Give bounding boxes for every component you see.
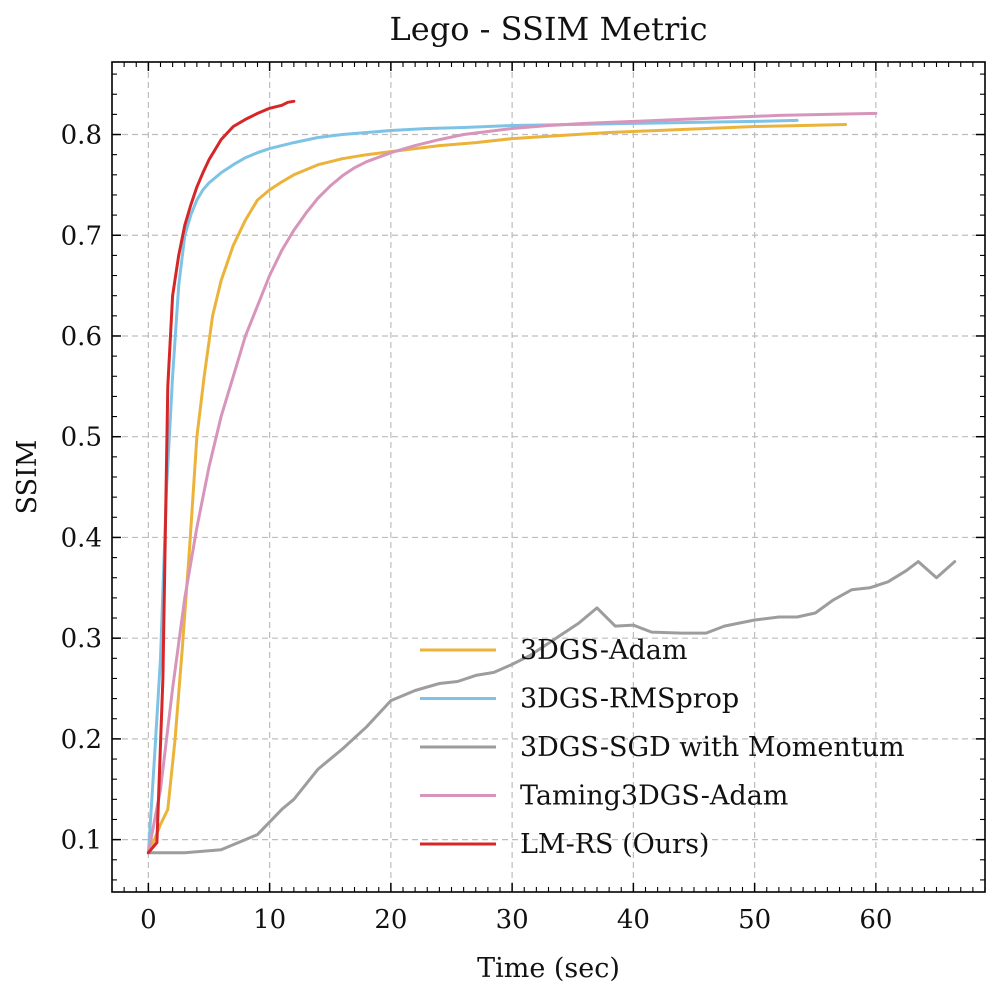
y-tick-label: 0.6 bbox=[61, 322, 102, 352]
x-tick-label: 10 bbox=[253, 905, 286, 935]
x-tick-label: 50 bbox=[738, 905, 771, 935]
y-tick-label: 0.8 bbox=[61, 121, 102, 151]
legend-label: LM-RS (Ours) bbox=[520, 829, 709, 860]
legend-label: 3DGS-RMSprop bbox=[520, 684, 739, 715]
series-line-3dgs-rmsprop bbox=[146, 118, 799, 855]
y-tick-label: 0.4 bbox=[61, 523, 102, 553]
axis-ticks bbox=[111, 62, 986, 892]
grid-lines bbox=[112, 62, 985, 892]
series-line-lm-rs-ours bbox=[146, 99, 296, 855]
x-tick-label: 30 bbox=[496, 905, 529, 935]
x-tick-label: 40 bbox=[617, 905, 650, 935]
x-tick-label: 20 bbox=[374, 905, 407, 935]
plot-frame bbox=[111, 61, 986, 893]
y-tick-label: 0.1 bbox=[61, 826, 102, 856]
y-tick-label: 0.3 bbox=[61, 624, 102, 654]
series-lines bbox=[146, 99, 957, 855]
series-line-taming3dgs-adam bbox=[146, 111, 878, 855]
y-tick-label: 0.2 bbox=[61, 725, 102, 755]
legend-label: Taming3DGS-Adam bbox=[520, 781, 788, 812]
y-tick-label: 0.7 bbox=[61, 221, 102, 251]
x-tick-label: 0 bbox=[140, 905, 157, 935]
legend-label: 3DGS-Adam bbox=[520, 635, 687, 666]
chart-title: Lego - SSIM Metric bbox=[390, 10, 708, 48]
y-axis-label: SSIM bbox=[12, 440, 43, 515]
x-tick-labels: 0 10 20 30 40 50 60 bbox=[140, 905, 892, 935]
series-line-3dgs-sgd-with-momentum bbox=[146, 560, 957, 855]
legend: 3DGS-Adam 3DGS-RMSprop 3DGS-SGD with Momen… bbox=[420, 635, 905, 860]
x-tick-label: 60 bbox=[859, 905, 892, 935]
y-tick-labels: 0.1 0.2 0.3 0.4 0.5 0.6 0.7 0.8 bbox=[61, 121, 102, 856]
y-tick-label: 0.5 bbox=[61, 423, 102, 453]
legend-label: 3DGS-SGD with Momentum bbox=[520, 732, 905, 763]
x-axis-label: Time (sec) bbox=[477, 953, 620, 984]
